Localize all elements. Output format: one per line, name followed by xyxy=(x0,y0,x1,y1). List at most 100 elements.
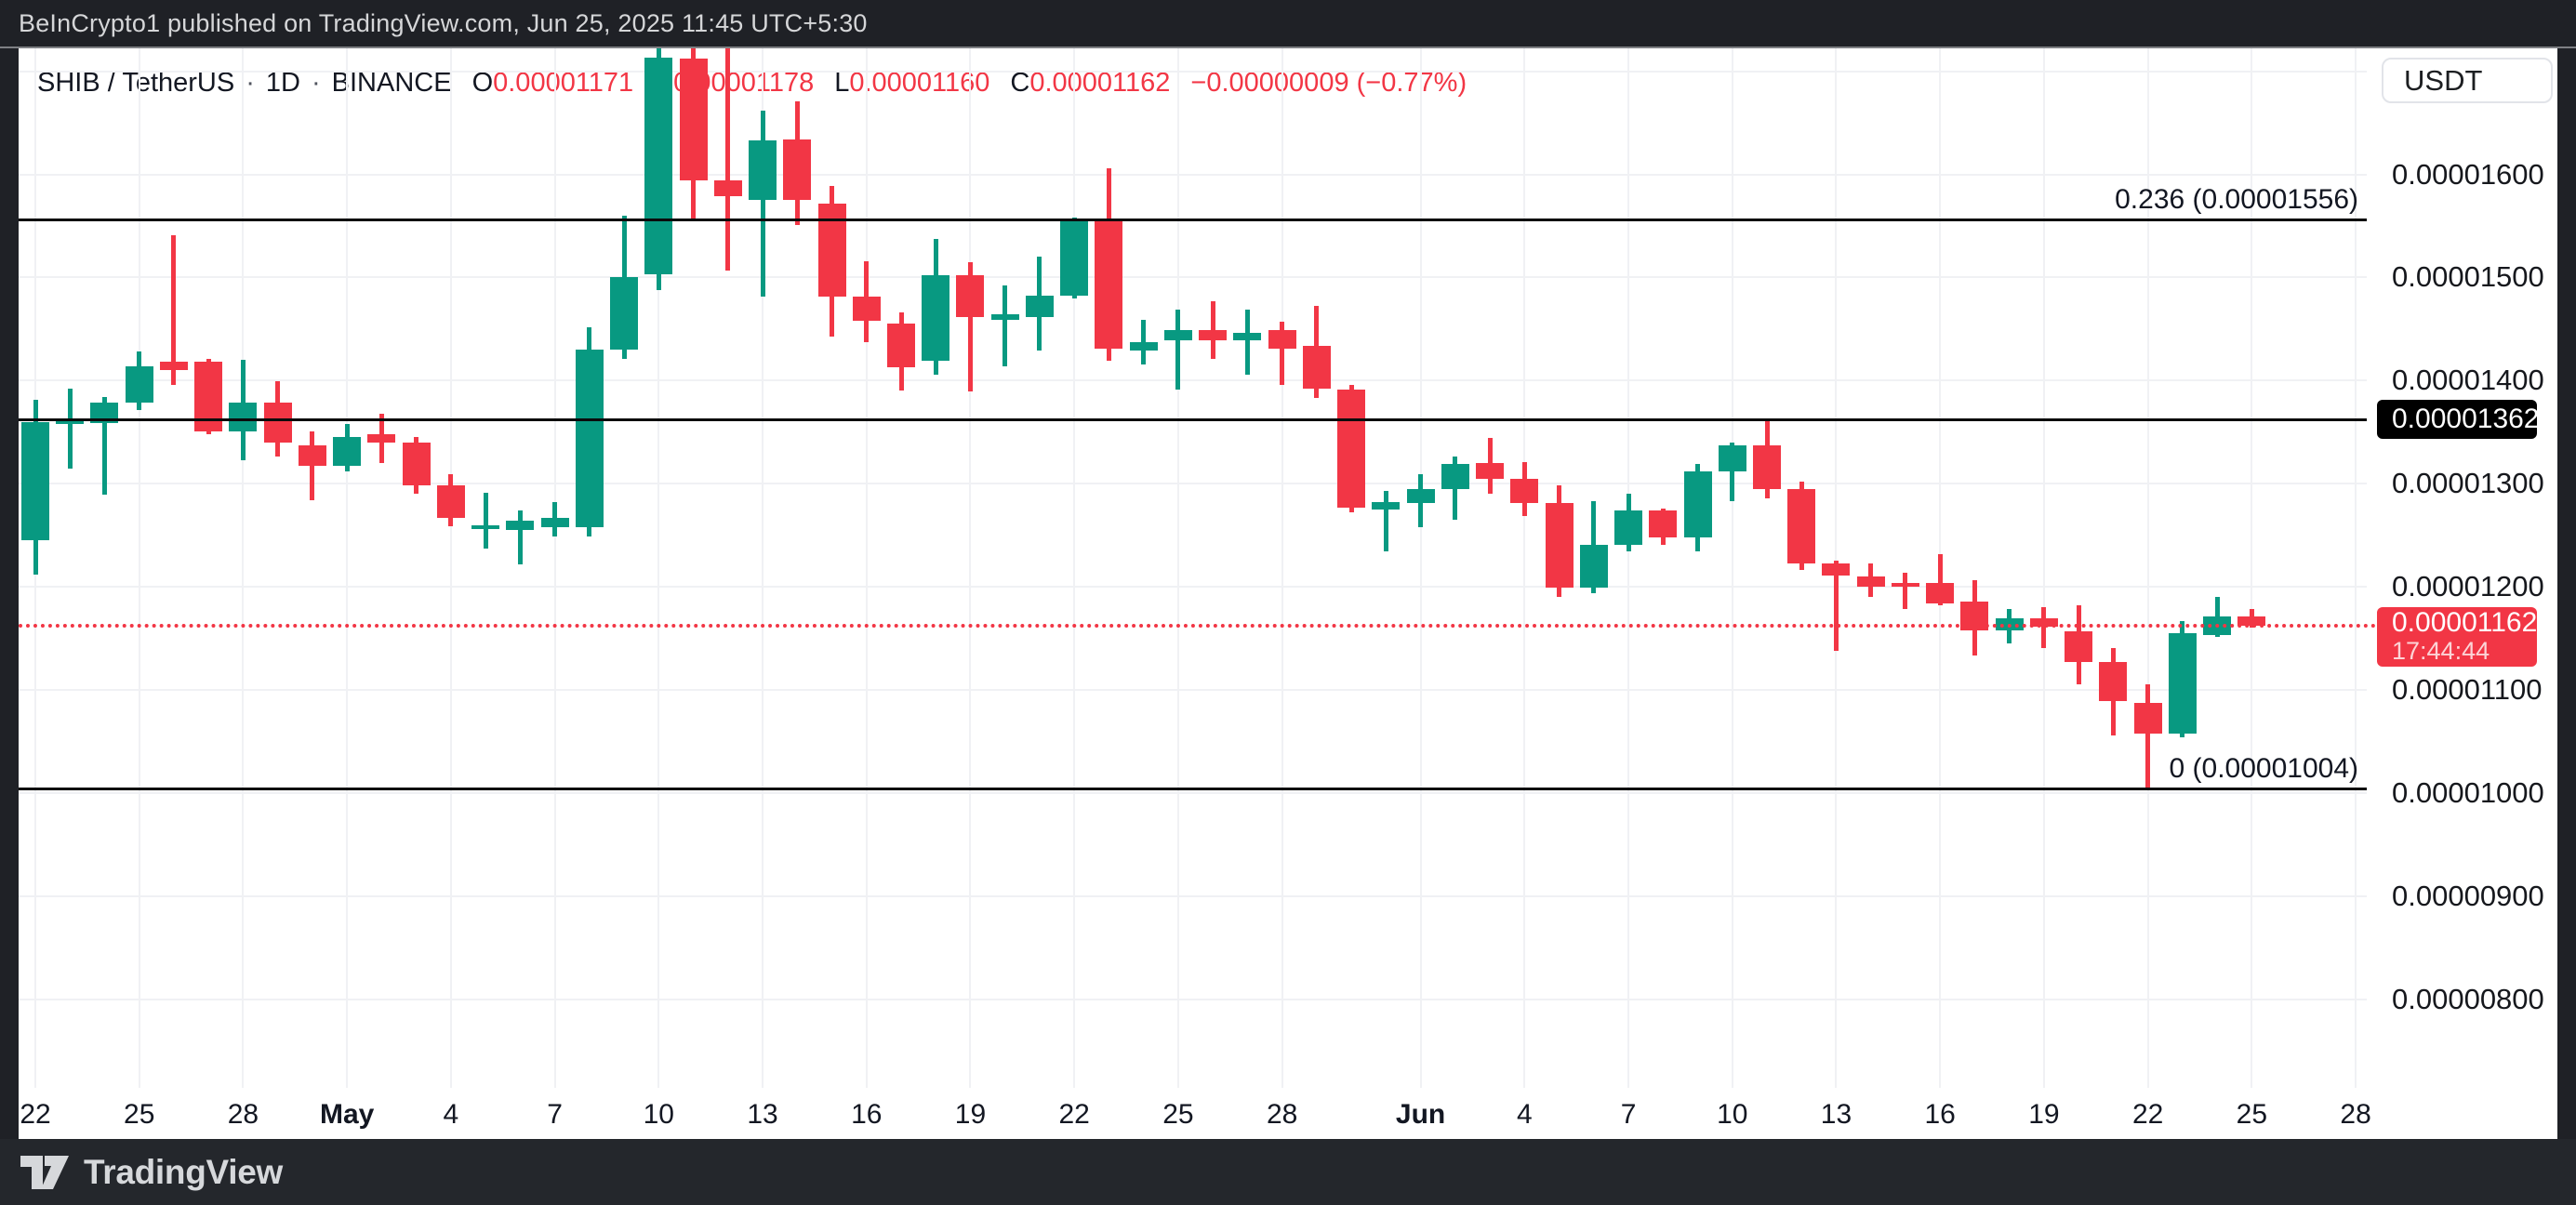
last-price-badge: 0.00001162 17:44:44 xyxy=(2377,607,2537,668)
price-tick-label: 0.00001600 xyxy=(2392,157,2544,191)
candle-may-12 xyxy=(713,180,742,196)
candle-jun-20 xyxy=(2065,630,2093,663)
line-level-1362 xyxy=(19,417,2367,421)
date-tick-label: 10 xyxy=(1717,1099,1748,1130)
legend-separator: · xyxy=(311,67,321,98)
candle-may-22 xyxy=(1060,219,1089,297)
ohlc-low: L0.00001160 xyxy=(834,67,990,98)
time-scale[interactable]: 22 25 28 May 4 7 10 13 16 19 22 25 28 Jun 4 7 10 13 16 19 22… xyxy=(19,1088,2371,1139)
price-tick-label: 0.00001000 xyxy=(2392,775,2544,809)
gridline-vertical xyxy=(969,48,972,1088)
date-tick-label: 16 xyxy=(851,1099,883,1130)
gridline-vertical xyxy=(346,48,349,1088)
candle-may-20 xyxy=(990,314,1019,320)
candle-may-21 xyxy=(1025,296,1054,317)
candle-may-28 xyxy=(1268,329,1296,349)
date-tick-label: 22 xyxy=(1058,1099,1090,1130)
candle-jun-10 xyxy=(1718,445,1746,471)
price-level-badge: 0.00001362 xyxy=(2377,400,2540,440)
tradingview-wordmark[interactable]: TradingView xyxy=(84,1152,283,1191)
candle-may-19 xyxy=(956,275,985,317)
price-level-badge-value: 0.00001362 xyxy=(2392,404,2540,435)
price-tick-label: 0.00001200 xyxy=(2392,570,2544,603)
gridline-horizontal xyxy=(19,70,2367,73)
candle-may-9 xyxy=(610,277,639,351)
gridline-vertical xyxy=(657,48,660,1088)
date-tick-label: 10 xyxy=(643,1099,674,1130)
date-tick-label: 22 xyxy=(20,1099,51,1130)
gridline-horizontal xyxy=(19,586,2367,589)
plot-area[interactable] xyxy=(19,48,2367,1088)
candle-apr-23 xyxy=(56,418,85,424)
candle-wick-apr-23 xyxy=(67,389,73,469)
candle-jun-8 xyxy=(1649,510,1678,537)
date-tick-label: 28 xyxy=(2340,1099,2371,1130)
top-banner: BeInCrypto1 published on TradingView.com… xyxy=(0,0,2576,48)
candle-wick-may-6 xyxy=(517,510,523,564)
candle-apr-29 xyxy=(263,402,292,443)
candle-may-15 xyxy=(817,203,846,298)
line-last-price xyxy=(19,624,2378,629)
candle-wick-may-27 xyxy=(1244,309,1250,375)
currency-usdt-button[interactable]: USDT xyxy=(2382,58,2553,103)
candle-apr-26 xyxy=(159,362,188,371)
ohlc-open: O0.00001171 xyxy=(471,67,634,98)
gridline-vertical xyxy=(242,48,245,1088)
gridline-vertical xyxy=(1419,48,1422,1088)
date-tick-label: 22 xyxy=(2131,1099,2164,1130)
gridline-vertical xyxy=(1281,48,1283,1088)
candle-jun-6 xyxy=(1579,544,1608,589)
candle-jun-12 xyxy=(1787,488,1816,563)
interval-label[interactable]: 1D xyxy=(265,67,300,98)
candle-wick-may-28 xyxy=(1280,322,1285,385)
date-tick-label: 7 xyxy=(547,1099,563,1130)
candle-wick-may-31 xyxy=(1383,490,1388,552)
candle-may-31 xyxy=(1372,502,1401,510)
candle-may-11 xyxy=(679,59,708,181)
candle-wick-jun-22 xyxy=(2145,684,2151,789)
date-tick-label: 28 xyxy=(1266,1099,1298,1130)
date-tick-label: 4 xyxy=(1516,1099,1533,1130)
candle-wick-apr-26 xyxy=(171,234,177,385)
gridline-vertical xyxy=(865,48,868,1088)
date-tick-label: 7 xyxy=(1620,1099,1637,1130)
date-tick-label: 16 xyxy=(1924,1099,1956,1130)
candle-jun-5 xyxy=(1545,503,1573,589)
candle-may-5 xyxy=(471,524,500,529)
candle-may-13 xyxy=(749,139,777,201)
gridline-vertical xyxy=(2146,48,2149,1088)
gridline-vertical xyxy=(1627,48,1630,1088)
bar-countdown: 17:44:44 xyxy=(2392,637,2490,666)
candle-jun-3 xyxy=(1476,463,1505,479)
candle-may-4 xyxy=(436,485,465,518)
date-tick-label: 28 xyxy=(227,1099,259,1130)
candle-jun-19 xyxy=(2029,618,2058,628)
candle-apr-22 xyxy=(21,421,49,541)
candle-apr-28 xyxy=(229,402,258,431)
candle-may-25 xyxy=(1163,329,1192,341)
candle-wick-apr-24 xyxy=(101,397,107,496)
candle-wick-may-5 xyxy=(483,493,488,550)
date-tick-label: May xyxy=(319,1099,375,1130)
price-tick-label: 0.00000900 xyxy=(2392,879,2544,912)
price-scale[interactable]: USDT 0.00001362 0.00001162 17:44:44 0.00… xyxy=(2367,48,2557,1088)
candle-wick-jun-16 xyxy=(1937,553,1943,606)
tradingview-logo-icon[interactable] xyxy=(20,1155,69,1189)
candle-may-30 xyxy=(1337,390,1366,508)
symbol-legend: SHIB / TetherUS · 1D · BINANCE O0.000011… xyxy=(37,65,1467,100)
candle-jun-25 xyxy=(2237,616,2266,627)
candle-may-6 xyxy=(506,521,535,531)
candle-may-23 xyxy=(1095,219,1123,349)
gridline-horizontal xyxy=(19,483,2367,485)
price-tick-label: 0.00000800 xyxy=(2392,982,2544,1015)
candle-wick-may-24 xyxy=(1141,319,1147,364)
gridline-vertical xyxy=(1731,48,1733,1088)
fib-label-0: 0 (0.00001004) xyxy=(2169,753,2359,784)
candle-wick-may-19 xyxy=(967,261,973,392)
gridline-vertical xyxy=(1073,48,1076,1088)
candle-may-8 xyxy=(575,350,604,527)
banner-text: BeInCrypto1 published on TradingView.com… xyxy=(19,8,868,37)
candle-jun-13 xyxy=(1822,563,1851,576)
candle-jun-11 xyxy=(1753,445,1781,489)
gridline-horizontal xyxy=(19,894,2367,897)
